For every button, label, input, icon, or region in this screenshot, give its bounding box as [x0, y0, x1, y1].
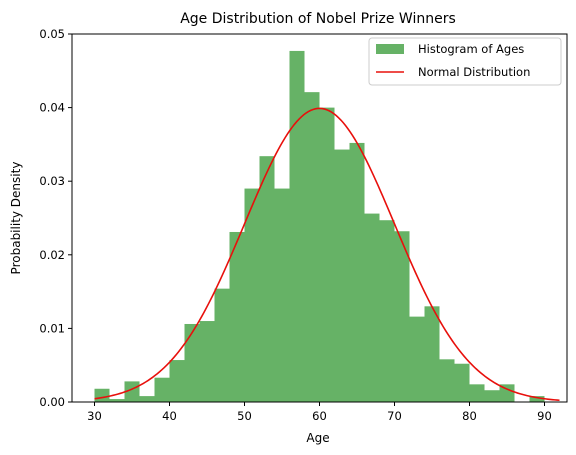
legend: Histogram of Ages Normal Distribution [368, 37, 562, 86]
histogram-bar [424, 306, 440, 402]
histogram-bar [139, 396, 155, 402]
histogram-bar [529, 396, 545, 402]
histogram-bars [94, 50, 545, 403]
y-tick-label: 0.02 [39, 248, 65, 262]
histogram-bar [274, 188, 290, 402]
histogram-bar [259, 156, 275, 402]
histogram-bar [334, 149, 350, 402]
chart-title: Age Distribution of Nobel Prize Winners [180, 11, 456, 27]
histogram-bar [154, 377, 170, 402]
x-tick-label: 60 [312, 409, 327, 423]
legend-histogram-swatch [376, 44, 404, 54]
histogram-bar [289, 50, 305, 402]
x-tick-label: 80 [462, 409, 477, 423]
histogram-bar [304, 92, 320, 403]
y-axis-label: Probability Density [9, 162, 23, 275]
x-tick-label: 70 [387, 409, 402, 423]
histogram-bar [199, 321, 215, 402]
x-tick-label: 50 [237, 409, 252, 423]
x-tick-label: 40 [162, 409, 177, 423]
x-axis-ticks: 30 40 50 60 70 80 90 [87, 402, 552, 423]
y-tick-label: 0.04 [39, 101, 65, 115]
histogram-bar [349, 142, 365, 403]
histogram-bar [319, 107, 335, 402]
normal-distribution-line [94, 107, 560, 402]
x-axis-label: Age [306, 431, 329, 445]
y-tick-label: 0.00 [39, 395, 65, 409]
histogram-bar [229, 231, 245, 402]
histogram-bar [109, 399, 125, 402]
histogram-bar [469, 384, 485, 402]
histogram-bar [454, 363, 470, 402]
y-tick-label: 0.01 [39, 321, 65, 335]
histogram-bar [379, 220, 395, 402]
legend-box [368, 37, 562, 86]
x-tick-label: 90 [537, 409, 552, 423]
y-tick-label: 0.05 [39, 27, 65, 41]
x-tick-label: 30 [87, 409, 102, 423]
histogram-bar [439, 359, 455, 402]
histogram-bar [94, 388, 110, 402]
legend-curve-label: Normal Distribution [418, 65, 530, 79]
y-axis-ticks: 0.00 0.01 0.02 0.03 0.04 0.05 [39, 27, 72, 409]
histogram-bar [394, 231, 410, 402]
y-tick-label: 0.03 [39, 174, 65, 188]
histogram-bar [244, 188, 260, 402]
histogram-bar [499, 384, 515, 402]
histogram-bar [484, 390, 500, 402]
legend-histogram-label: Histogram of Ages [418, 42, 524, 56]
histogram-bar [364, 213, 380, 402]
histogram-bar [184, 323, 200, 402]
histogram-bar [214, 288, 230, 402]
histogram-bar [409, 316, 425, 402]
histogram-bar [169, 360, 185, 402]
